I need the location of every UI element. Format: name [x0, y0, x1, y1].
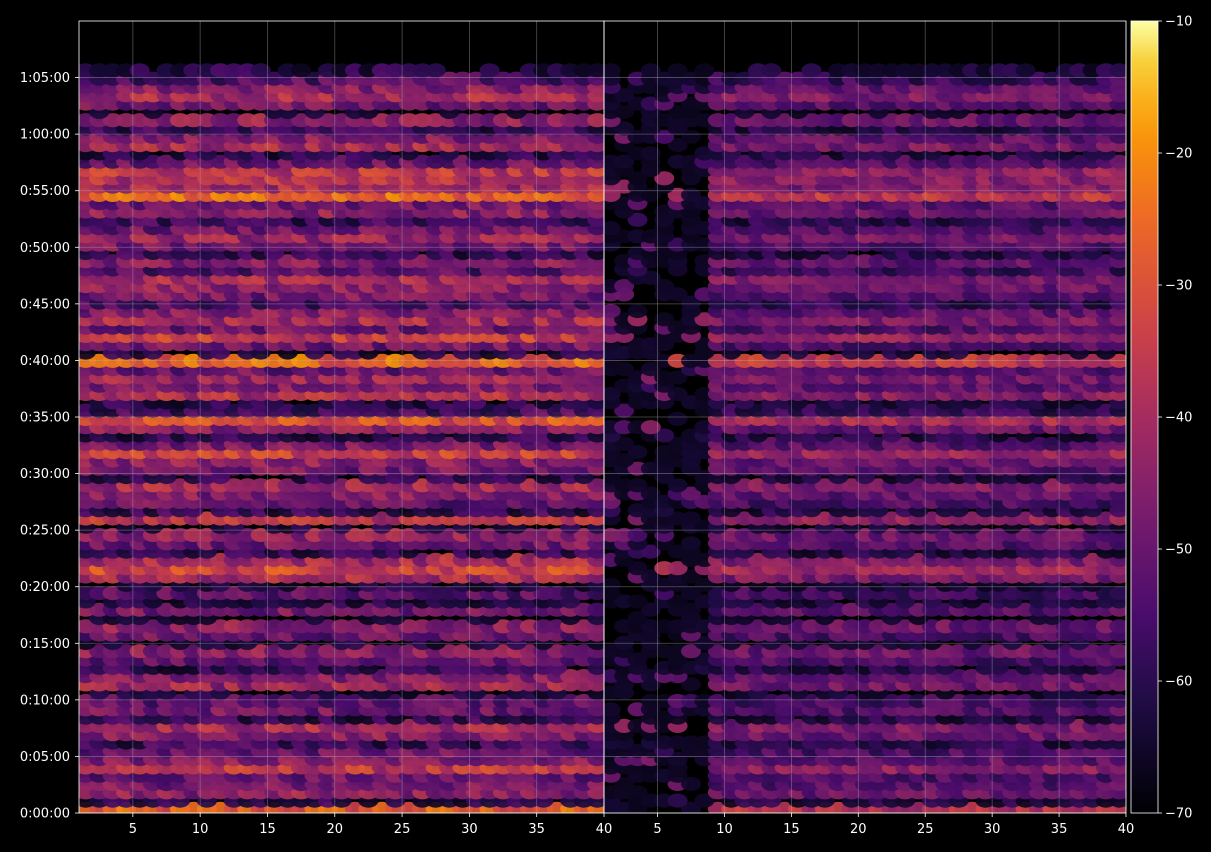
- heatmap-cell: [587, 602, 604, 617]
- heatmap-panel-right: [604, 63, 1126, 813]
- heatmap-cell: [627, 478, 648, 493]
- heatmap-cell: [587, 113, 604, 128]
- heatmap-cell: [250, 63, 271, 78]
- heatmap-cell: [627, 594, 648, 609]
- heatmap-cell: [587, 478, 604, 493]
- heatmap-cell: [614, 776, 635, 792]
- heatmap-cell: [291, 63, 312, 78]
- heatmap-cell: [667, 752, 688, 767]
- heatmap-cell: [681, 511, 701, 526]
- heatmap-cell: [129, 63, 150, 78]
- heatmap-cell: [627, 785, 648, 800]
- heatmap-cell: [425, 63, 446, 78]
- heatmap-cell: [604, 702, 621, 717]
- heatmap-panel-left: [79, 63, 604, 813]
- heatmap-cell: [587, 63, 604, 78]
- heatmap-cell: [667, 793, 688, 808]
- heatmap-cell: [681, 801, 701, 813]
- heatmap-cell: [479, 63, 500, 78]
- heatmap-cell: [681, 536, 701, 551]
- heatmap-cell: [667, 411, 688, 426]
- heatmap-cell: [681, 776, 701, 792]
- heatmap-cell: [694, 793, 715, 808]
